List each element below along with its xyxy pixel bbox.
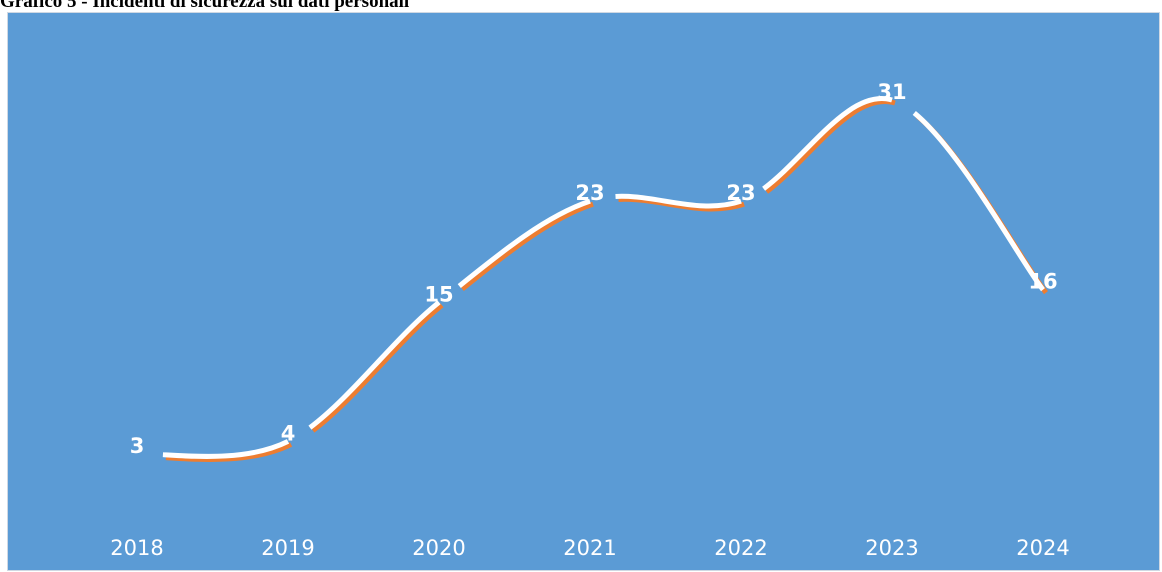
data-label-2021: 23 bbox=[575, 181, 604, 205]
line-shadow-segment bbox=[440, 201, 594, 308]
line-segment bbox=[740, 96, 893, 204]
x-tick-label-2024: 2024 bbox=[1016, 536, 1069, 560]
chart-plot-area bbox=[7, 12, 1160, 571]
line-segment bbox=[589, 193, 742, 209]
data-label-2023: 31 bbox=[877, 80, 906, 104]
line-segment bbox=[437, 198, 591, 305]
x-tick-label-2020: 2020 bbox=[412, 536, 465, 560]
data-label-2022: 23 bbox=[726, 181, 755, 205]
data-label-2019: 4 bbox=[281, 421, 296, 445]
line-segment bbox=[891, 97, 1045, 292]
line-shadow-segment bbox=[289, 303, 444, 447]
x-tick-label-2018: 2018 bbox=[110, 536, 163, 560]
data-label-2018: 3 bbox=[130, 434, 145, 458]
line-shadow-segment bbox=[743, 99, 896, 207]
line-segment bbox=[286, 300, 441, 444]
chart-title: Grafico 5 - Incidenti di sicurezza sui d… bbox=[0, 0, 410, 12]
line-segment bbox=[136, 439, 290, 459]
data-label-2020: 15 bbox=[424, 282, 453, 306]
x-tick-label-2023: 2023 bbox=[865, 536, 918, 560]
data-label-2024: 16 bbox=[1028, 270, 1057, 294]
x-tick-label-2021: 2021 bbox=[563, 536, 616, 560]
x-tick-label-2022: 2022 bbox=[714, 536, 767, 560]
line-shadow-segment bbox=[139, 442, 293, 462]
x-tick-label-2019: 2019 bbox=[261, 536, 314, 560]
